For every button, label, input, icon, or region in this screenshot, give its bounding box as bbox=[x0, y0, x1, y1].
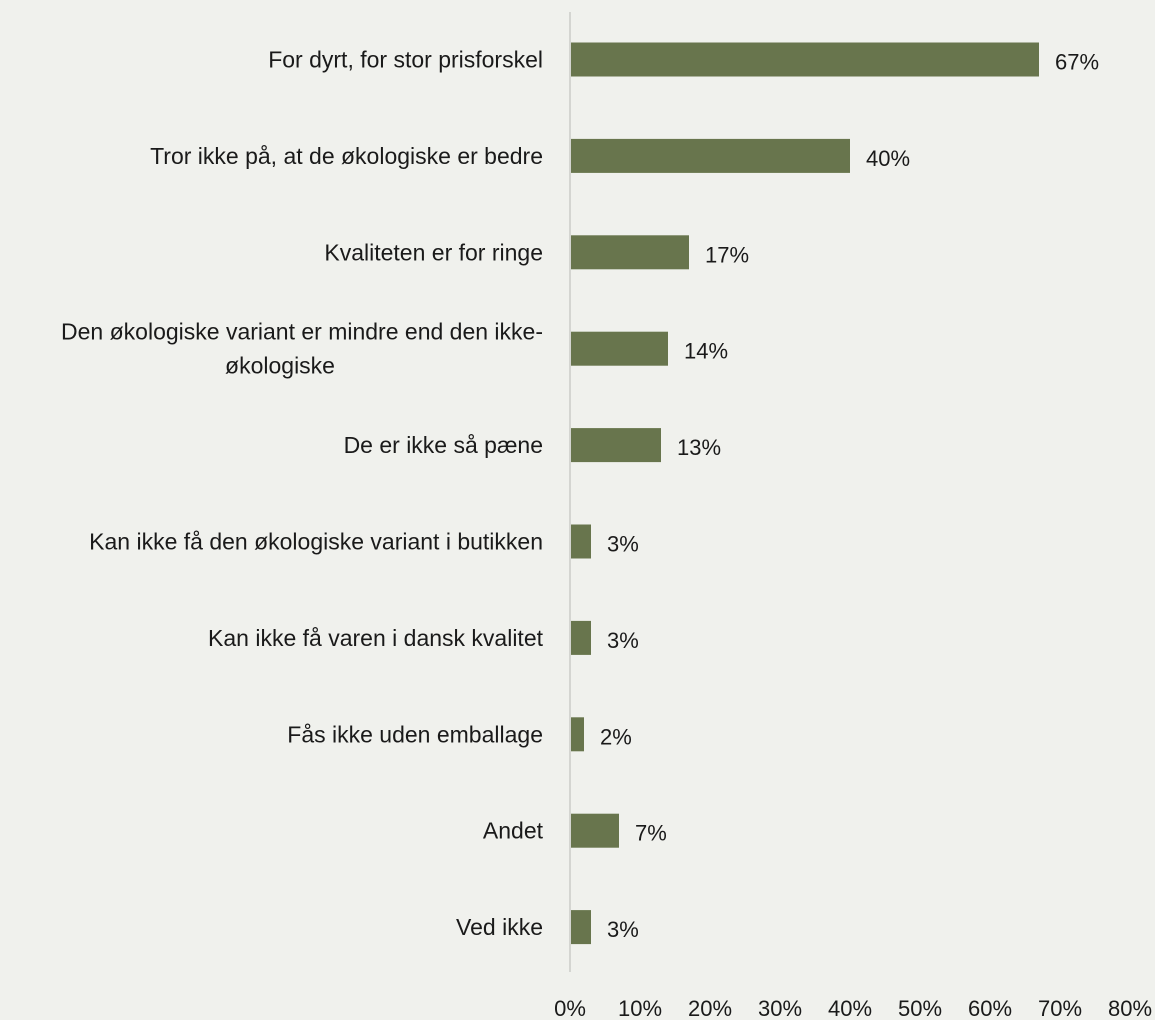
value-label: 67% bbox=[1055, 50, 1099, 75]
bar bbox=[570, 428, 661, 463]
value-label: 14% bbox=[684, 339, 728, 364]
category-label: Kan ikke få den økologiske variant i but… bbox=[89, 529, 543, 555]
bar bbox=[570, 235, 689, 270]
x-tick-label: 70% bbox=[1038, 996, 1082, 1020]
x-tick-label: 0% bbox=[554, 996, 586, 1020]
x-tick-label: 60% bbox=[968, 996, 1012, 1020]
x-tick-label: 50% bbox=[898, 996, 942, 1020]
x-tick-label: 80% bbox=[1108, 996, 1152, 1020]
value-label: 40% bbox=[866, 146, 910, 171]
bar bbox=[570, 331, 668, 366]
x-axis-ticks: 0% 10% 20% 30% 40% 50% 60% 70% 80% bbox=[554, 996, 1152, 1020]
x-tick-label: 20% bbox=[688, 996, 732, 1020]
category-label: Den økologiske variant er mindre end den… bbox=[61, 319, 543, 345]
category-labels: For dyrt, for stor prisforskel Tror ikke … bbox=[61, 47, 544, 941]
bar bbox=[570, 42, 1039, 77]
category-label: Andet bbox=[483, 818, 544, 844]
value-label: 7% bbox=[635, 821, 667, 846]
value-label: 13% bbox=[677, 435, 721, 460]
value-label: 17% bbox=[705, 242, 749, 267]
x-tick-label: 10% bbox=[618, 996, 662, 1020]
bar bbox=[570, 717, 584, 752]
bar bbox=[570, 813, 619, 848]
value-label: 2% bbox=[600, 724, 632, 749]
value-label: 3% bbox=[607, 532, 639, 557]
bar bbox=[570, 138, 850, 173]
value-label: 3% bbox=[607, 917, 639, 942]
bar bbox=[570, 524, 591, 559]
category-label: Fås ikke uden emballage bbox=[287, 721, 543, 747]
bar bbox=[570, 910, 591, 945]
x-tick-label: 40% bbox=[828, 996, 872, 1020]
category-label: De er ikke så pæne bbox=[344, 432, 543, 458]
category-label: økologiske bbox=[225, 353, 335, 379]
category-label: Tror ikke på, at de økologiske er bedre bbox=[150, 143, 543, 169]
x-tick-label: 30% bbox=[758, 996, 802, 1020]
value-label: 3% bbox=[607, 628, 639, 653]
category-label: Ved ikke bbox=[456, 914, 543, 940]
category-label: Kan ikke få varen i dansk kvalitet bbox=[208, 625, 544, 651]
bar bbox=[570, 620, 591, 655]
category-label: Kvaliteten er for ringe bbox=[324, 239, 543, 265]
value-labels: 67% 40% 17% 14% 13% 3% 3% 2% 7% 3% bbox=[600, 50, 1099, 943]
category-label: For dyrt, for stor prisforskel bbox=[268, 47, 543, 73]
bars-group bbox=[570, 42, 1039, 945]
